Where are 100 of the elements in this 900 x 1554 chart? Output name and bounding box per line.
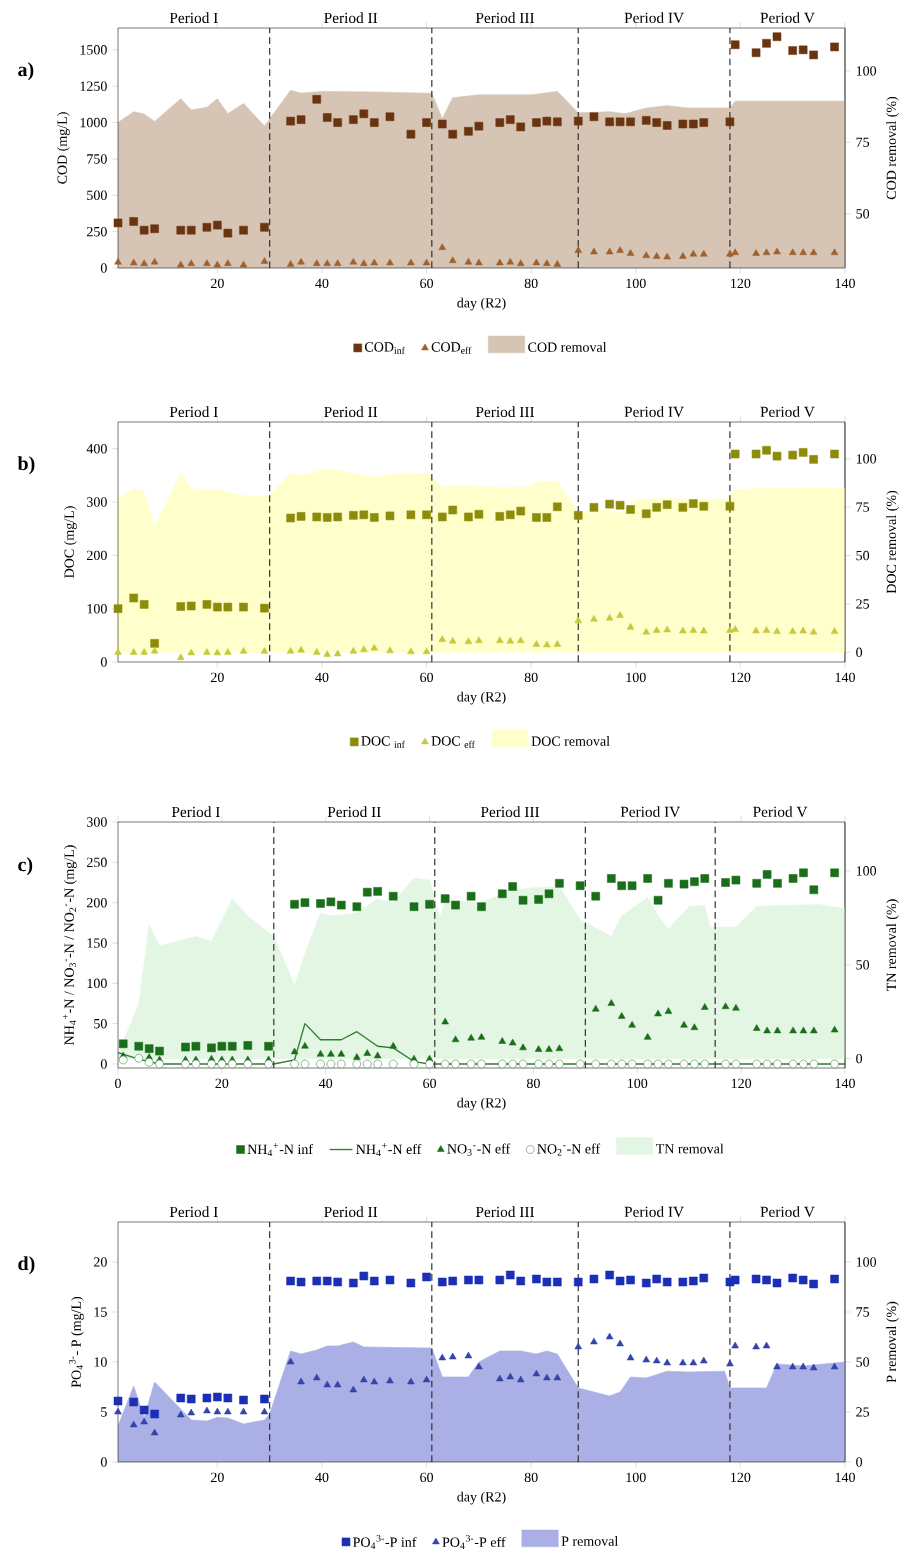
legend-label: P removal xyxy=(561,1536,619,1546)
y-tick-label: 10 xyxy=(94,1357,107,1367)
text: b) xyxy=(17,456,35,475)
x-tick-label: 140 xyxy=(835,1472,855,1483)
x-tick-label: 140 xyxy=(835,1078,855,1089)
text: Period I xyxy=(169,406,218,418)
y2-tick-label: 25 xyxy=(856,599,870,609)
y2-tick-label: 25 xyxy=(856,1407,870,1417)
y-tick-label: 1000 xyxy=(80,117,107,128)
text: Period V xyxy=(760,406,815,418)
x-tick-label: 100 xyxy=(626,278,646,289)
y-tick-label: 200 xyxy=(86,550,107,561)
legend-label: DOC $_{inf}$ xyxy=(361,736,405,748)
text: Period I xyxy=(169,1206,218,1218)
text: NH$_{4}$$^{+}$-N / NO$_{3}$$^{-}$-N / NO$_{2}$$^{-}$-N (mg/L) xyxy=(62,845,77,1045)
y-tick-label: 0 xyxy=(100,1059,107,1069)
x-tick-label: 140 xyxy=(835,278,855,289)
legend-label: DOC removal xyxy=(531,736,610,746)
x-tick-label: 40 xyxy=(318,1078,333,1089)
legend-label: TN removal xyxy=(655,1143,724,1154)
y-tick-label: 5 xyxy=(101,1407,107,1417)
text: Period V xyxy=(753,806,808,818)
y-tick-label: 300 xyxy=(87,497,107,507)
y2-tick-label: 50 xyxy=(856,960,870,970)
text: Period II xyxy=(324,1206,378,1218)
y2-tick-label: 0 xyxy=(856,1457,863,1467)
y-tick-label: 250 xyxy=(86,226,107,237)
y-tick-label: 50 xyxy=(94,1018,107,1029)
legend-label: DOC $_{eff}$ xyxy=(431,736,475,748)
y-tick-label: 0 xyxy=(100,263,107,273)
y-tick-label: 400 xyxy=(86,443,107,454)
y-tick-label: 250 xyxy=(86,857,107,868)
text: Period II xyxy=(324,12,378,24)
x-tick-label: 80 xyxy=(526,1078,540,1089)
y-tick-label: 0 xyxy=(100,1457,107,1467)
x-tick-label: 40 xyxy=(315,278,329,289)
y-tick-label: 150 xyxy=(87,938,107,948)
x-tick-label: 60 xyxy=(420,278,434,289)
y-tick-label: 15 xyxy=(94,1307,107,1317)
y2-tick-label: 100 xyxy=(856,454,877,464)
legend-label: COD removal xyxy=(528,342,607,352)
x-tick-label: 20 xyxy=(210,672,224,683)
text: Period III xyxy=(475,406,535,418)
legend-label: NO$_{2}$$^{-}$-N eff xyxy=(537,1143,601,1156)
y2-tick-label: 75 xyxy=(856,502,870,512)
text: Period III xyxy=(475,12,535,24)
text: Period IV xyxy=(624,12,684,24)
text: Period III xyxy=(480,806,540,818)
x-axis-title: day (R2) xyxy=(457,1491,506,1505)
y-axis-title: DOC (mg/L) xyxy=(64,506,77,578)
y-tick-label: 20 xyxy=(93,1257,107,1267)
x-tick-label: 120 xyxy=(731,1078,752,1089)
legend-label: PO$_{4}$$^{3-}$-P eff xyxy=(442,1534,506,1549)
text: Period II xyxy=(324,406,378,418)
text: a) xyxy=(18,62,34,81)
legend-label: NH$_{4}$$^{+}$-N eff xyxy=(356,1143,422,1157)
x-tick-label: 140 xyxy=(835,672,855,683)
y2-axis-title: TN removal (%) xyxy=(886,899,899,992)
x-tick-label: 120 xyxy=(731,278,751,289)
y-tick-label: 100 xyxy=(87,978,107,989)
legend-label: NH$_{4}$$^{+}$-N inf xyxy=(247,1143,314,1157)
x-tick-label: 0 xyxy=(115,1078,121,1089)
x-tick-label: 60 xyxy=(420,672,434,683)
x-axis-title: day (R2) xyxy=(457,297,506,311)
text: Period I xyxy=(169,12,218,24)
x-tick-label: 120 xyxy=(731,672,751,683)
y-tick-label: 100 xyxy=(87,603,107,614)
y2-tick-label: 75 xyxy=(856,1307,870,1317)
y2-tick-label: 100 xyxy=(856,866,877,876)
legend-label: COD$_{eff}$ xyxy=(431,342,472,354)
x-tick-label: 20 xyxy=(210,1472,224,1483)
x-tick-label: 120 xyxy=(731,1472,751,1483)
text: c) xyxy=(18,857,33,876)
y2-axis-title: DOC removal (%) xyxy=(886,490,899,594)
x-tick-label: 80 xyxy=(524,672,538,683)
y2-tick-label: 100 xyxy=(856,1257,877,1267)
x-tick-label: 80 xyxy=(524,1472,538,1483)
text: Period V xyxy=(760,12,815,24)
x-tick-label: 40 xyxy=(315,1472,329,1483)
y-tick-label: 1500 xyxy=(80,45,107,55)
legend-label: COD$_{inf}$ xyxy=(364,342,405,354)
y2-axis-title: P removal (%) xyxy=(886,1301,899,1383)
text: Period IV xyxy=(624,406,684,418)
y-axis-title: COD (mg/L) xyxy=(57,112,70,184)
x-tick-label: 60 xyxy=(420,1472,434,1483)
x-tick-label: 20 xyxy=(215,1078,229,1089)
text: Period I xyxy=(171,806,220,818)
x-tick-label: 60 xyxy=(423,1078,437,1089)
y-tick-label: 200 xyxy=(86,897,107,908)
y2-tick-label: 100 xyxy=(856,66,877,76)
x-axis-title: day (R2) xyxy=(457,691,506,705)
y2-tick-label: 50 xyxy=(856,1357,870,1367)
text: Period IV xyxy=(620,806,681,818)
legend-label: PO$_{4}$$^{3-}$-P inf xyxy=(353,1534,417,1549)
y2-tick-label: 0 xyxy=(856,1053,863,1064)
x-tick-label: 80 xyxy=(524,278,538,289)
y2-tick-label: 50 xyxy=(856,209,870,219)
x-tick-label: 100 xyxy=(626,672,646,683)
y2-tick-label: 75 xyxy=(856,137,870,147)
text: d) xyxy=(18,1256,35,1275)
